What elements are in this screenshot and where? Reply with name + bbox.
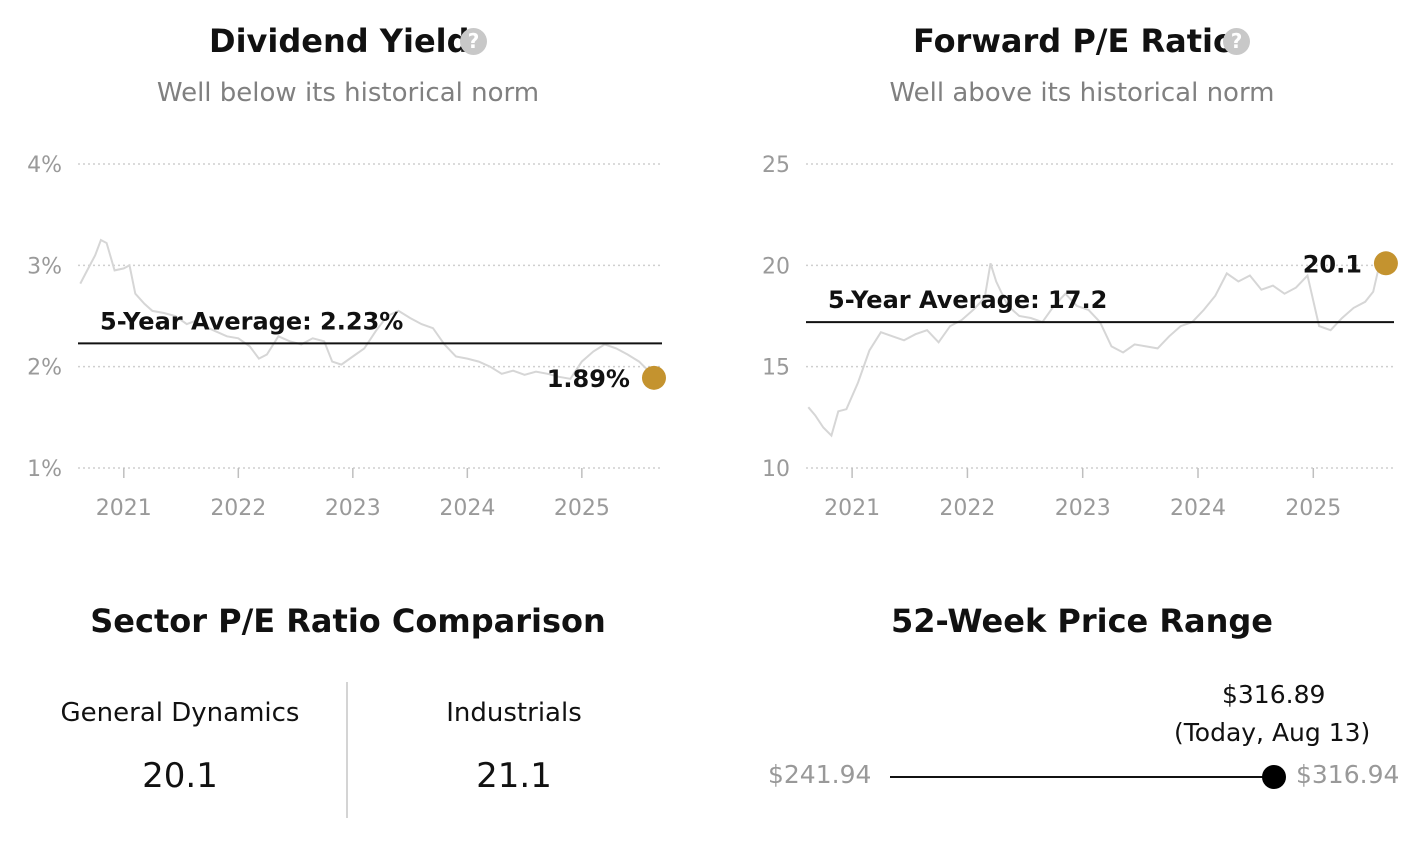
dividend-yield-panel: Dividend Yield ? Well below its historic…	[0, 0, 700, 560]
y-tick-label: 4%	[27, 153, 62, 178]
y-tick-label: 25	[762, 153, 790, 178]
range-low: $241.94	[768, 760, 872, 789]
current-price: $316.89	[1222, 680, 1326, 709]
x-tick-label: 2021	[96, 496, 152, 521]
sector-pe-title: Sector P/E Ratio Comparison	[90, 602, 606, 640]
current-value-label: 20.1	[1303, 250, 1362, 278]
y-tick-label: 3%	[27, 254, 62, 279]
sector-pe-panel: Sector P/E Ratio Comparison General Dyna…	[0, 580, 700, 840]
forward-pe-panel: Forward P/E Ratio ? Well above its histo…	[762, 22, 1398, 521]
forward-pe-title: Forward P/E Ratio	[913, 22, 1235, 60]
dividend-yield-title: Dividend Yield	[209, 22, 470, 60]
y-tick-label: 1%	[27, 457, 62, 482]
average-label: 5-Year Average: 2.23%	[100, 307, 403, 335]
x-tick-label: 2022	[210, 496, 266, 521]
current-value-label: 1.89%	[547, 365, 630, 393]
current-value-marker	[1373, 251, 1398, 276]
price-range-panel: 52-Week Price Range $316.89 (Today, Aug …	[700, 580, 1418, 840]
current-value-marker	[641, 365, 666, 390]
x-tick-label: 2024	[439, 496, 495, 521]
y-tick-label: 15	[762, 356, 790, 381]
sector-divider	[346, 682, 348, 818]
x-tick-label: 2022	[939, 496, 995, 521]
sector-item-label: Industrials	[446, 698, 582, 728]
range-track	[890, 776, 1274, 778]
y-tick-label: 2%	[27, 356, 62, 381]
series-line	[807, 261, 1382, 438]
sector-item-label: General Dynamics	[60, 698, 300, 728]
average-label: 5-Year Average: 17.2	[828, 286, 1107, 314]
x-tick-label: 2023	[325, 496, 381, 521]
y-tick-label: 10	[762, 457, 790, 482]
question-circle-icon[interactable]: ?	[460, 28, 487, 55]
y-tick-label: 20	[762, 254, 790, 279]
sector-item-value: 20.1	[142, 756, 218, 796]
x-tick-label: 2021	[824, 496, 880, 521]
forward-pe-chart: 25 20 15 10 2021 2022 2023 2024 2025 5-Year Avera…	[762, 153, 1398, 521]
range-high: $316.94	[1296, 760, 1400, 789]
x-tick-label: 2025	[1285, 496, 1341, 521]
current-date-note: (Today, Aug 13)	[1174, 718, 1371, 747]
dividend-yield-chart: 4% 3% 2% 1% 2021 2022 2023 2024 2025 5-Year Avera…	[27, 153, 666, 521]
sector-item-value: 21.1	[476, 756, 552, 796]
current-price-marker	[1261, 765, 1286, 789]
x-tick-label: 2024	[1170, 496, 1226, 521]
dividend-yield-subtitle: Well below its historical norm	[156, 78, 540, 108]
x-tick-label: 2023	[1055, 496, 1111, 521]
question-circle-icon[interactable]: ?	[1223, 28, 1250, 55]
series-line	[79, 238, 650, 380]
forward-pe-subtitle: Well above its historical norm	[889, 78, 1275, 108]
price-range-title: 52-Week Price Range	[891, 602, 1273, 640]
x-tick-label: 2025	[554, 496, 610, 521]
